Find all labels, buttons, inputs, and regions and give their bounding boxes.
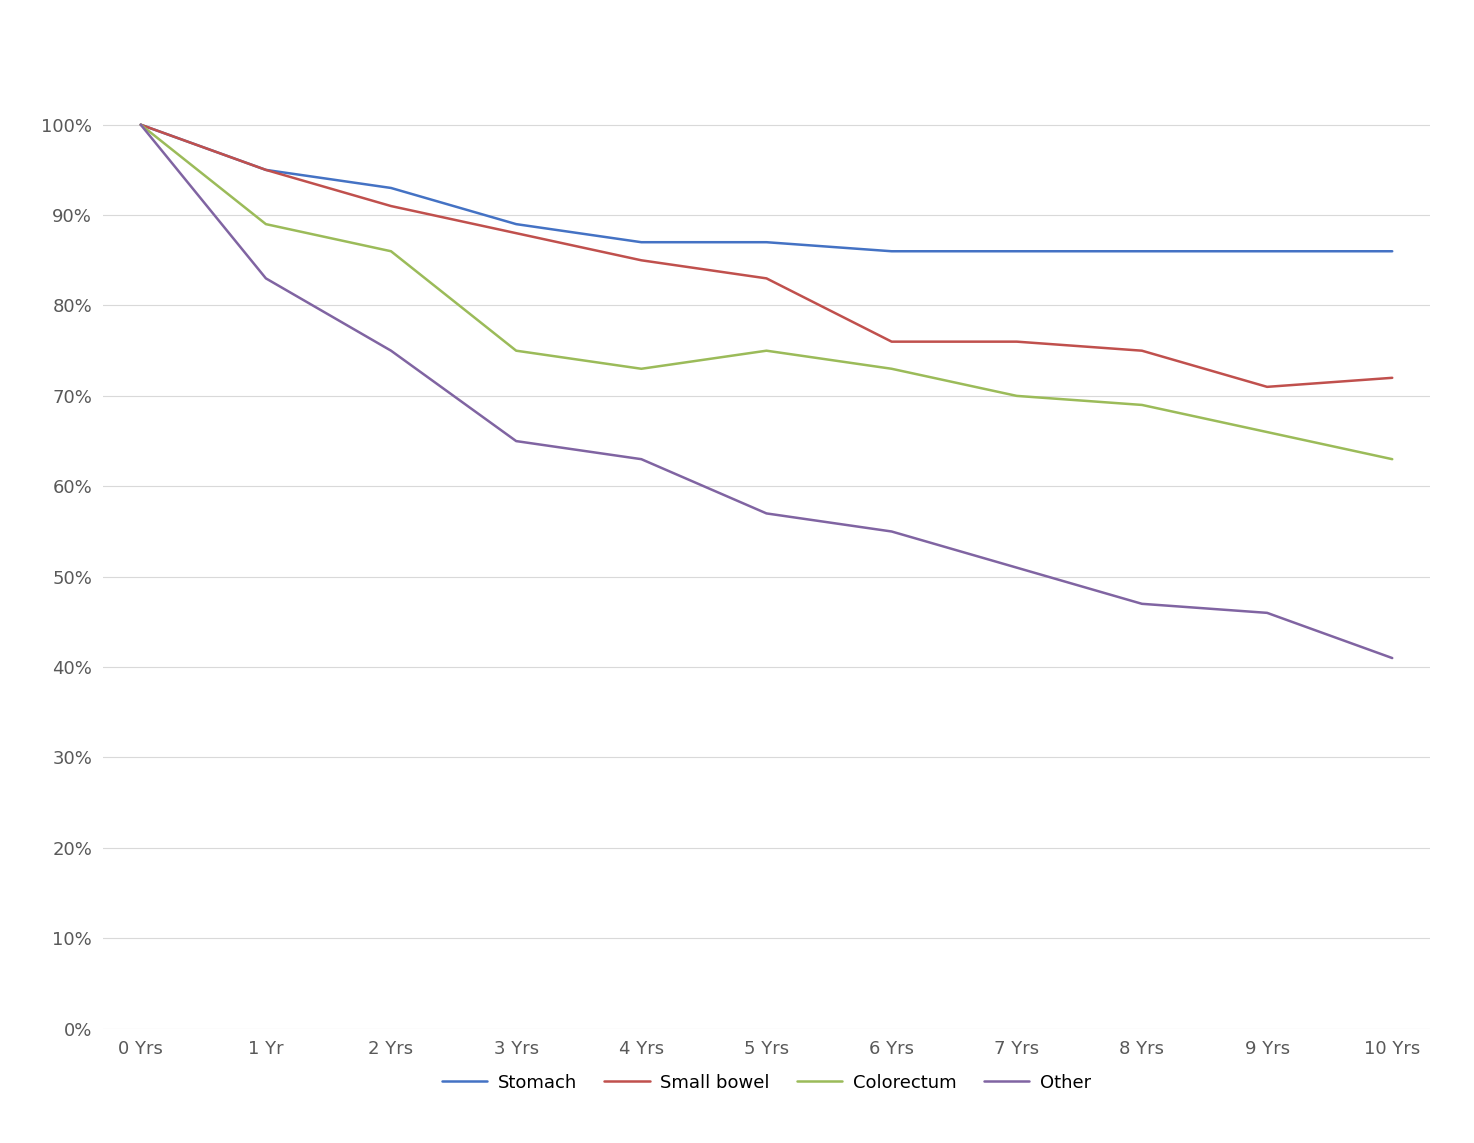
Colorectum — [382, 245, 399, 258]
Other — [1008, 561, 1026, 575]
Small bowel — [883, 335, 901, 349]
Stomach — [382, 181, 399, 194]
Line: Stomach: Stomach — [140, 125, 1393, 251]
Colorectum — [1384, 453, 1402, 466]
Other — [758, 506, 775, 520]
Other — [1134, 597, 1151, 610]
Line: Other: Other — [140, 125, 1393, 658]
Other — [632, 453, 650, 466]
Stomach — [256, 163, 274, 177]
Stomach — [507, 217, 525, 231]
Stomach — [1134, 245, 1151, 258]
Small bowel — [1134, 344, 1151, 358]
Colorectum — [758, 344, 775, 358]
Colorectum — [1008, 389, 1026, 402]
Other — [883, 525, 901, 538]
Line: Colorectum: Colorectum — [140, 125, 1393, 459]
Stomach — [632, 235, 650, 249]
Colorectum — [632, 362, 650, 376]
Line: Small bowel: Small bowel — [140, 125, 1393, 386]
Colorectum — [1259, 425, 1276, 439]
Colorectum — [507, 344, 525, 358]
Small bowel — [1384, 371, 1402, 385]
Stomach — [1384, 245, 1402, 258]
Stomach — [1008, 245, 1026, 258]
Other — [256, 272, 274, 286]
Small bowel — [1008, 335, 1026, 349]
Small bowel — [632, 254, 650, 267]
Colorectum — [131, 118, 149, 131]
Stomach — [883, 245, 901, 258]
Small bowel — [382, 199, 399, 213]
Colorectum — [256, 217, 274, 231]
Other — [1384, 652, 1402, 665]
Other — [131, 118, 149, 131]
Stomach — [758, 235, 775, 249]
Stomach — [131, 118, 149, 131]
Other — [1259, 606, 1276, 620]
Small bowel — [758, 272, 775, 286]
Colorectum — [883, 362, 901, 376]
Legend: Stomach, Small bowel, Colorectum, Other: Stomach, Small bowel, Colorectum, Other — [435, 1066, 1098, 1100]
Other — [507, 434, 525, 448]
Colorectum — [1134, 398, 1151, 411]
Small bowel — [507, 226, 525, 240]
Stomach — [1259, 245, 1276, 258]
Small bowel — [1259, 379, 1276, 393]
Small bowel — [131, 118, 149, 131]
Small bowel — [256, 163, 274, 177]
Other — [382, 344, 399, 358]
